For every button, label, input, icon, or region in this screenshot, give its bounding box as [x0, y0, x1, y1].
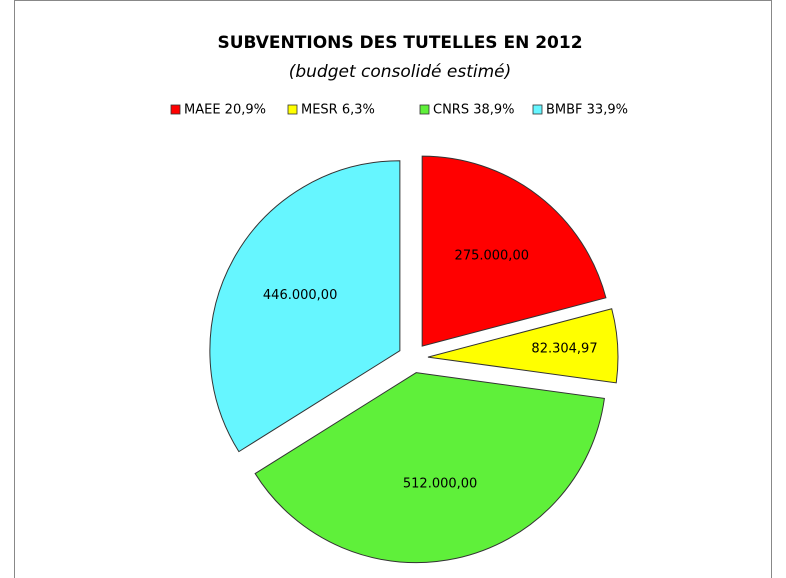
legend-swatch: [419, 104, 430, 115]
pie-slice: [254, 372, 605, 564]
pie-slice: [209, 160, 401, 453]
legend-label: MAEE 20,9%: [184, 103, 266, 118]
data-label: 275.000,00: [455, 248, 529, 263]
pie-slice: [421, 155, 607, 347]
chart-subtitle: (budget consolidé estimé): [289, 62, 512, 82]
data-label: 82.304,97: [531, 341, 597, 356]
legend-swatch: [287, 104, 298, 115]
legend-swatch: [532, 104, 543, 115]
pie-slice: [427, 308, 619, 384]
chart-title: SUBVENTIONS DES TUTELLES EN 2012: [217, 33, 582, 53]
legend-label: BMBF 33,9%: [546, 103, 628, 118]
legend-swatch: [170, 104, 181, 115]
data-label: 446.000,00: [263, 288, 337, 303]
legend-label: CNRS 38,9%: [433, 103, 515, 118]
legend-label: MESR 6,3%: [301, 103, 375, 118]
data-label: 512.000,00: [403, 477, 477, 492]
